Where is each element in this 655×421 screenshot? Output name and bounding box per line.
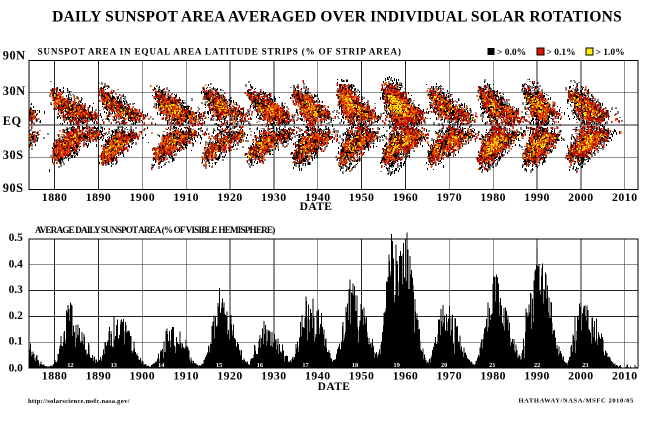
svg-text:1970: 1970: [437, 369, 463, 383]
svg-text:18: 18: [352, 362, 358, 369]
svg-text:1990: 1990: [524, 190, 550, 204]
svg-text:13: 13: [111, 362, 117, 369]
svg-text:1980: 1980: [480, 190, 506, 204]
svg-text:1930: 1930: [261, 190, 287, 204]
svg-text:1930: 1930: [261, 369, 287, 383]
svg-text:1920: 1920: [217, 369, 243, 383]
svg-text:DATE: DATE: [318, 381, 351, 393]
svg-text:1980: 1980: [480, 369, 506, 383]
svg-text:1960: 1960: [393, 190, 419, 204]
svg-text:30S: 30S: [3, 148, 24, 162]
svg-text:1990: 1990: [524, 369, 550, 383]
svg-text:0.1: 0.1: [9, 336, 24, 348]
svg-text:> 0.1%: > 0.1%: [547, 48, 576, 58]
svg-text:14: 14: [158, 362, 165, 369]
svg-text:0.5: 0.5: [9, 232, 24, 244]
svg-text:1900: 1900: [130, 190, 156, 204]
svg-text:2010: 2010: [612, 190, 638, 204]
svg-text:HATHAWAY/NASA/MSFC 2010/05: HATHAWAY/NASA/MSFC 2010/05: [519, 398, 635, 405]
svg-text:1910: 1910: [173, 369, 199, 383]
svg-text:90N: 90N: [3, 49, 26, 63]
svg-text:1950: 1950: [349, 369, 375, 383]
svg-text:23: 23: [582, 362, 588, 369]
svg-text:1880: 1880: [42, 190, 68, 204]
svg-text:20: 20: [441, 362, 447, 369]
svg-text:2010: 2010: [612, 369, 638, 383]
svg-text:0.0: 0.0: [9, 362, 24, 374]
svg-text:http://solarscience.msfc.nasa.: http://solarscience.msfc.nasa.gov/: [28, 398, 130, 405]
svg-text:1890: 1890: [86, 190, 112, 204]
svg-text:30N: 30N: [3, 84, 26, 98]
svg-text:15: 15: [216, 362, 222, 369]
svg-text:> 1.0%: > 1.0%: [596, 48, 625, 58]
svg-text:16: 16: [257, 362, 263, 369]
svg-text:21: 21: [489, 362, 495, 369]
svg-text:1970: 1970: [437, 190, 463, 204]
svg-text:AVERAGE DAILY SUNSPOT AREA (%: AVERAGE DAILY SUNSPOT AREA (% OF VISIBLE…: [35, 225, 275, 235]
svg-text:DATE: DATE: [300, 201, 333, 213]
svg-text:1950: 1950: [349, 190, 375, 204]
svg-text:EQ: EQ: [3, 114, 22, 128]
svg-text:1880: 1880: [42, 369, 68, 383]
svg-text:1920: 1920: [217, 190, 243, 204]
svg-text:1940: 1940: [305, 369, 331, 383]
svg-text:17: 17: [302, 362, 308, 369]
svg-text:2000: 2000: [568, 369, 594, 383]
svg-text:1960: 1960: [393, 369, 419, 383]
svg-text:0.3: 0.3: [9, 284, 24, 296]
svg-text:12: 12: [67, 362, 73, 369]
svg-text:1900: 1900: [130, 369, 156, 383]
svg-text:> 0.0%: > 0.0%: [497, 48, 526, 58]
svg-text:90S: 90S: [3, 181, 24, 195]
svg-text:DAILY SUNSPOT AREA AVERAGED OV: DAILY SUNSPOT AREA AVERAGED OVER INDIVID…: [52, 8, 622, 25]
svg-text:1910: 1910: [173, 190, 199, 204]
svg-text:SUNSPOT AREA IN EQUAL AREA LAT: SUNSPOT AREA IN EQUAL AREA LATITUDE STRI…: [38, 47, 402, 57]
svg-text:22: 22: [534, 362, 540, 369]
svg-text:0.4: 0.4: [9, 258, 24, 270]
svg-text:1890: 1890: [86, 369, 112, 383]
svg-text:1940: 1940: [305, 190, 331, 204]
svg-text:2000: 2000: [568, 190, 594, 204]
svg-text:19: 19: [394, 362, 400, 369]
svg-text:0.2: 0.2: [9, 310, 24, 322]
